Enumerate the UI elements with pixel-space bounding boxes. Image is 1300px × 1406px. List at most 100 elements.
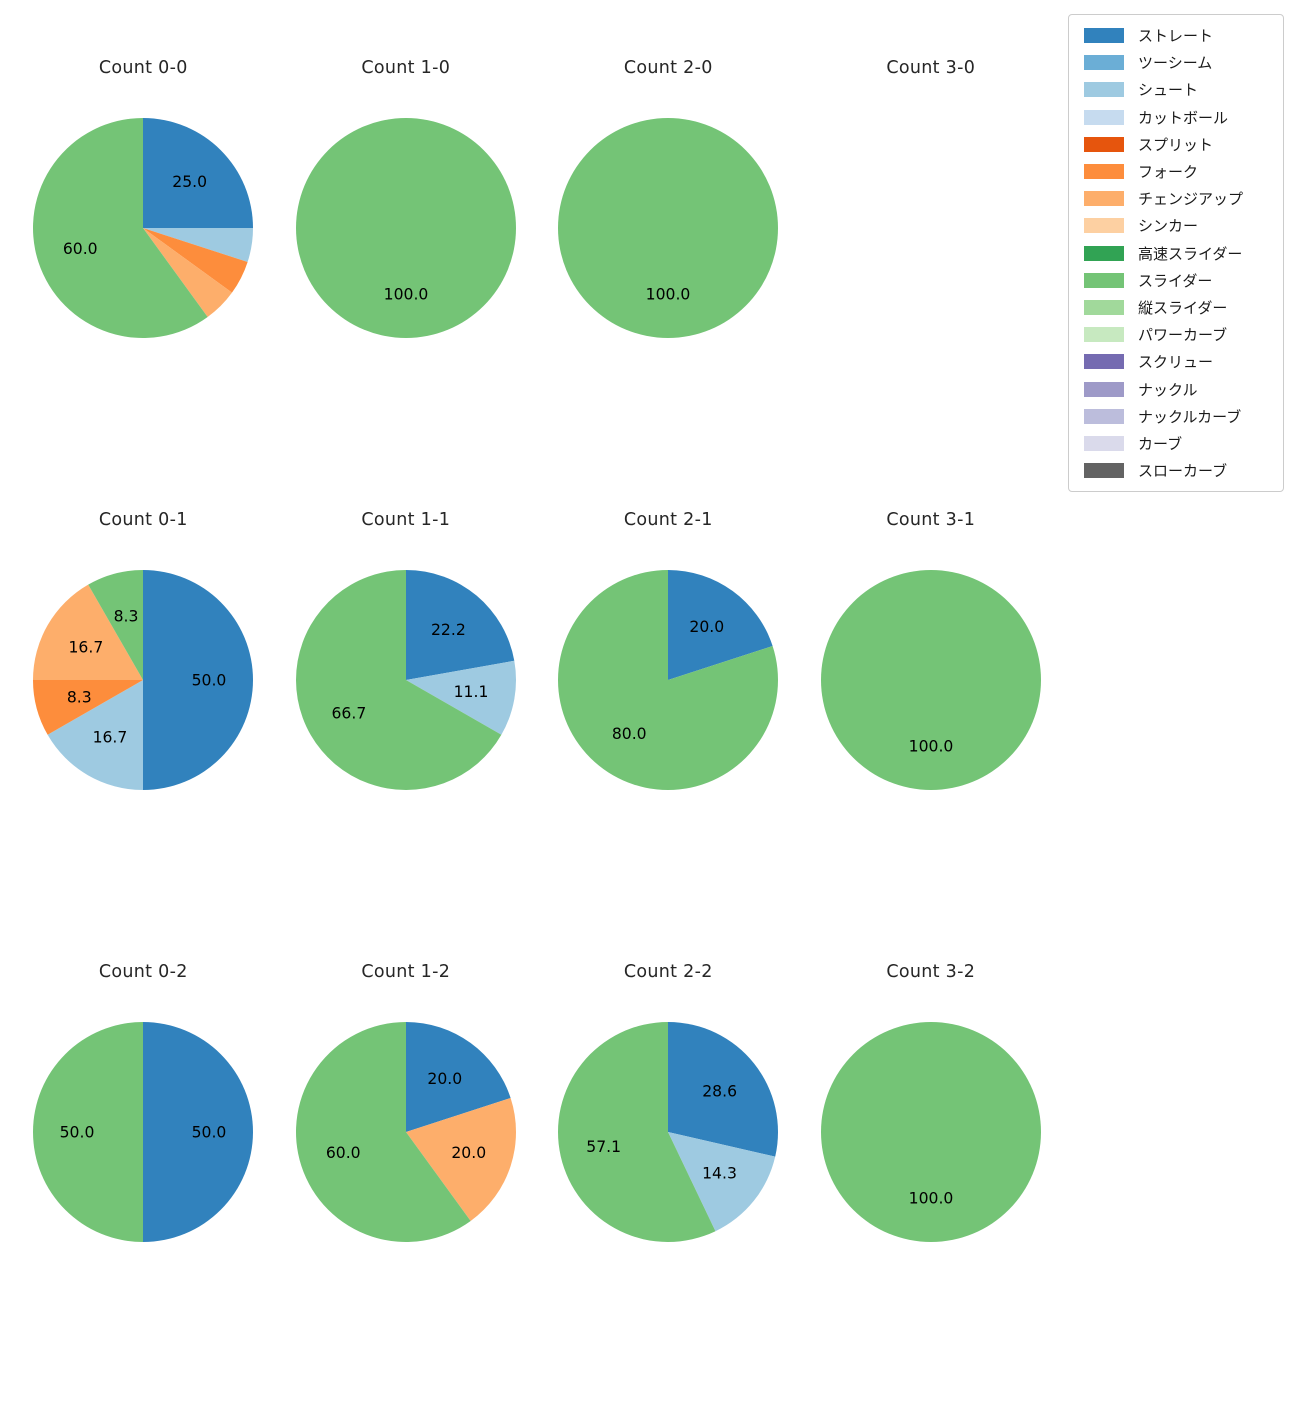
slice-label: 20.0 — [690, 618, 725, 636]
chart-title: Count 2-2 — [623, 962, 713, 982]
slice-label: 16.7 — [93, 729, 128, 747]
slice-label: 14.3 — [702, 1165, 737, 1183]
legend-label: スクリュー — [1138, 353, 1214, 372]
slice-label: 100.0 — [646, 285, 691, 303]
legend-swatch — [1084, 299, 1124, 315]
legend-label: フォーク — [1138, 163, 1199, 182]
legend-label: カットボール — [1138, 108, 1229, 127]
pie-slice — [143, 118, 254, 228]
pie-slice — [668, 1132, 776, 1232]
legend-item: フォーク — [1069, 158, 1283, 185]
pie-slice — [33, 584, 144, 680]
slice-label: 50.0 — [60, 1123, 95, 1141]
slice-label: 20.0 — [427, 1070, 462, 1088]
legend-label: ストレート — [1138, 27, 1214, 46]
chart-title: Count 3-0 — [886, 58, 976, 78]
legend-label: スライダー — [1138, 271, 1213, 290]
pie-slice — [295, 1022, 471, 1242]
legend-item: 縦スライダー — [1069, 294, 1283, 321]
pie-chart-cell: Count 0-0 25.0 60.0 — [12, 50, 275, 502]
legend-swatch — [1084, 82, 1124, 98]
legend-label: ツーシーム — [1138, 54, 1213, 73]
pie-chart-cell: Count 2-0 100.0 — [537, 50, 800, 502]
pie-chart: 100.0 — [295, 118, 516, 338]
legend-item: チェンジアップ — [1069, 185, 1283, 212]
legend-item: カーブ — [1069, 430, 1283, 457]
legend-label: ナックル — [1138, 380, 1198, 399]
chart-title: Count 0-1 — [98, 510, 188, 530]
pie-chart: 20.0 20.0 60.0 — [295, 1022, 516, 1242]
legend-swatch — [1084, 435, 1124, 451]
slice-label: 8.3 — [114, 608, 139, 626]
legend-swatch — [1084, 55, 1124, 71]
pie-slice — [405, 1022, 511, 1132]
pie-chart: 100.0 — [558, 118, 779, 338]
pie-chart: 50.0 50.0 — [33, 1022, 254, 1242]
legend-label: シンカー — [1138, 217, 1199, 236]
pie-chart-cell: Count 0-1 50.0 16.7 8.3 16.7 8.3 — [12, 502, 275, 954]
legend-item: スローカーブ — [1069, 457, 1283, 484]
chart-title: Count 3-1 — [886, 510, 976, 530]
slice-label: 57.1 — [587, 1138, 622, 1156]
slice-label: 16.7 — [69, 638, 104, 656]
pie-slice — [295, 118, 516, 338]
legend-swatch — [1084, 354, 1124, 370]
legend-item: シンカー — [1069, 212, 1283, 239]
slice-label: 60.0 — [63, 240, 98, 258]
legend-swatch — [1084, 408, 1124, 424]
chart-title: Count 3-2 — [886, 962, 976, 982]
pie-chart: 50.0 16.7 8.3 16.7 8.3 — [33, 570, 254, 790]
pie-chart-cell: Count 2-2 28.6 14.3 57.1 — [537, 954, 800, 1406]
legend-label: カーブ — [1138, 434, 1183, 453]
slice-label: 8.3 — [67, 688, 92, 706]
chart-title: Count 1-1 — [361, 510, 451, 530]
pie-slice — [405, 1098, 516, 1221]
pie-slice — [143, 228, 254, 262]
legend-label: ナックルカーブ — [1138, 407, 1242, 426]
slice-label: 22.2 — [431, 621, 466, 639]
slice-label: 100.0 — [908, 737, 953, 755]
pie-slice — [558, 570, 779, 790]
chart-title: Count 2-0 — [623, 58, 713, 78]
slice-label: 50.0 — [192, 671, 227, 689]
pie-slice — [295, 570, 502, 790]
legend-swatch — [1084, 327, 1124, 343]
chart-title: Count 1-2 — [361, 962, 451, 982]
legend-item: スライダー — [1069, 267, 1283, 294]
legend-item: ナックルカーブ — [1069, 403, 1283, 430]
pie-chart-cell: Count 1-1 22.2 11.1 66.7 — [275, 502, 538, 954]
pie-chart-cell: Count 3-0 — [800, 50, 1063, 502]
pie-chart-cell: Count 2-1 20.0 80.0 — [537, 502, 800, 954]
pie-chart: 100.0 — [820, 1022, 1041, 1242]
pie-slice — [820, 1022, 1041, 1242]
pie-chart: 100.0 — [820, 570, 1041, 790]
slice-label: 11.1 — [453, 683, 488, 701]
legend-swatch — [1084, 191, 1124, 207]
pie-chart-cell: Count 0-2 50.0 50.0 — [12, 954, 275, 1406]
slice-label: 80.0 — [612, 725, 647, 743]
slice-label: 20.0 — [451, 1144, 486, 1162]
legend-label: 縦スライダー — [1138, 298, 1228, 317]
legend-item: シュート — [1069, 76, 1283, 103]
slice-label: 28.6 — [703, 1082, 738, 1100]
pie-slice — [33, 680, 144, 735]
chart-title: Count 1-0 — [361, 58, 451, 78]
pie-slice — [405, 660, 516, 735]
pie-chart: 22.2 11.1 66.7 — [295, 570, 516, 790]
legend-label: スプリット — [1138, 135, 1214, 154]
pie-chart-cell: Count 1-2 20.0 20.0 60.0 — [275, 954, 538, 1406]
chart-title: Count 2-1 — [623, 510, 713, 530]
legend-swatch — [1084, 28, 1124, 44]
pie-slice — [143, 228, 233, 317]
slice-label: 25.0 — [173, 173, 208, 191]
pie-slice — [558, 118, 779, 338]
legend-swatch — [1084, 463, 1124, 479]
legend-label: パワーカーブ — [1138, 326, 1228, 345]
pie-slice — [88, 570, 144, 680]
pie-slice — [405, 570, 515, 680]
pie-slice — [668, 570, 773, 680]
pie-slice — [33, 1022, 144, 1242]
legend-swatch — [1084, 218, 1124, 234]
